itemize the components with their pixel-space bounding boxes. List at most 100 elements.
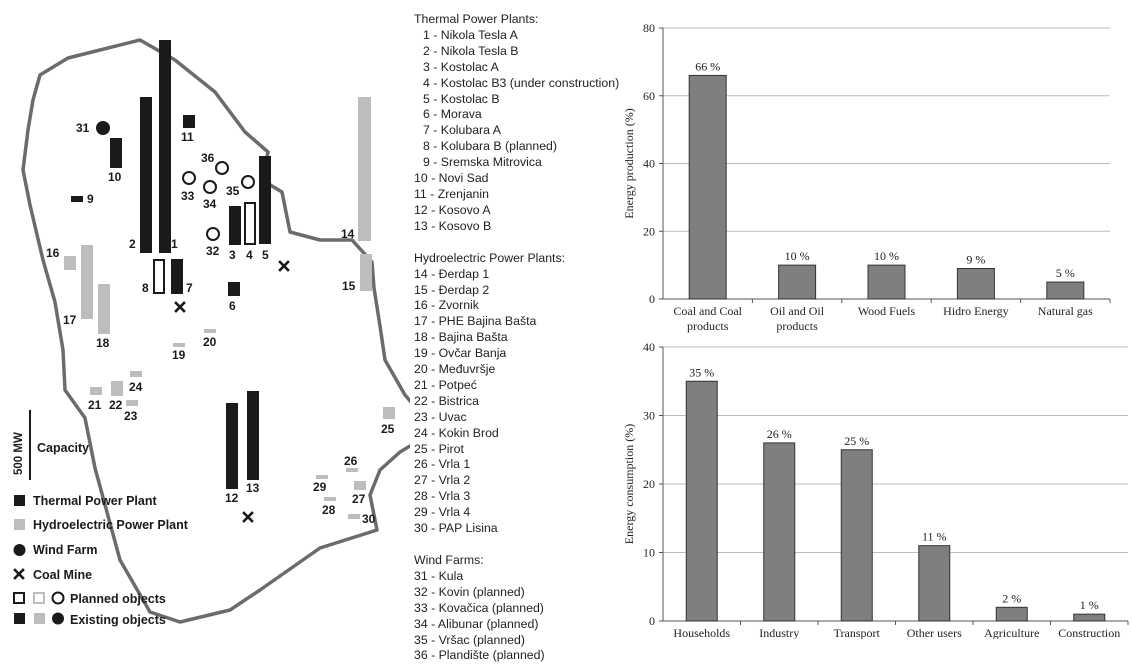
plant-label: 10 [108, 170, 122, 184]
legend-label: Existing objects [70, 613, 166, 627]
y-axis-label: Energy consumption (%) [622, 424, 636, 544]
plant-label: 30 [362, 512, 376, 526]
plant-label: 24 [129, 380, 143, 394]
plant-10-bar [110, 138, 122, 168]
bar [685, 380, 718, 622]
plant-list-item: 7 - Kolubara A [423, 123, 501, 138]
x-tick-label: Transport [834, 626, 881, 639]
plant-label: 13 [246, 481, 260, 495]
plant-23-bar [126, 400, 138, 406]
data-label: 9 % [966, 253, 985, 267]
plant-list-item: 24 - Kokin Brod [414, 425, 499, 440]
plant-label: 31 [76, 121, 90, 135]
legend-existing-hydro-swatch [34, 613, 45, 624]
plant-list-item: 20 - Međuvršje [414, 362, 496, 377]
plant-2-bar [140, 97, 152, 253]
plant-label: 17 [63, 313, 77, 327]
y-axis-label: Energy production (%) [622, 108, 636, 218]
y-tick-label: 20 [643, 477, 655, 491]
plant-list-item: 23 - Uvac [414, 409, 467, 424]
plant-label: 28 [322, 503, 336, 517]
plant-group-title: Thermal Power Plants: [414, 12, 539, 26]
plant-list-item: 21 - Potpeć [414, 377, 477, 392]
x-tick-label: Wood Fuels [858, 304, 916, 318]
plant-label: 20 [203, 335, 217, 349]
plant-label: 18 [96, 336, 110, 350]
y-tick-label: 60 [643, 89, 655, 103]
plant-label: 2 [129, 237, 136, 251]
plant-5-bar [259, 156, 271, 244]
data-label: 11 % [922, 530, 947, 544]
plant-list-item: 30 - PAP Lisina [414, 521, 498, 536]
plant-26-bar [346, 468, 358, 472]
plant-list-item: 32 - Kovin (planned) [414, 584, 525, 599]
plant-list-item: 2 - Nikola Tesla B [423, 43, 519, 58]
plant-list-item: 26 - Vrla 1 [414, 457, 471, 472]
plant-25-bar [383, 407, 395, 419]
legend-coal-mine-icon [13, 568, 25, 580]
y-tick-label: 40 [643, 340, 655, 354]
wind-farm-31-marker [96, 121, 110, 135]
plant-8-bar [153, 259, 165, 294]
country-border [21, 38, 410, 624]
plant-list-item: 33 - Kovačica (planned) [414, 600, 544, 615]
coal-mine-icon [242, 511, 254, 523]
wind-farm-35-marker [241, 175, 255, 189]
plant-list-item: 29 - Vrla 4 [414, 505, 471, 520]
capacity-label: Capacity [37, 441, 89, 455]
capacity-scale-value: 500 MW [13, 432, 25, 475]
wind-farm-33-marker [182, 171, 196, 185]
plant-22-bar [111, 381, 123, 396]
plant-9-bar [71, 196, 83, 202]
y-tick-label: 20 [643, 224, 655, 238]
plant-label: 29 [313, 480, 327, 494]
legend-thermal-swatch [14, 495, 25, 506]
data-label: 10 % [874, 249, 899, 263]
plant-list-item: 15 - Đerdap 2 [414, 282, 490, 297]
plant-list-item: 4 - Kostolac B3 (under construction) [423, 75, 620, 90]
plant-list-item: 19 - Ovčar Banja [414, 346, 507, 361]
plant-12-bar [226, 403, 238, 489]
plant-list-item: 8 - Kolubara B (planned) [423, 139, 557, 154]
x-tick-label: Industry [759, 626, 799, 639]
plant-label: 36 [201, 151, 215, 165]
y-tick-label: 40 [643, 157, 655, 171]
plant-label: 14 [341, 227, 355, 241]
plant-list-item: 31 - Kula [414, 568, 464, 583]
plant-label: 11 [181, 130, 194, 144]
plant-11-bar [183, 115, 195, 128]
data-label: 26 % [767, 427, 792, 441]
plant-label: 16 [46, 246, 60, 260]
plant-list-item: 3 - Kostolac A [423, 59, 499, 74]
bar [1073, 613, 1106, 622]
data-label: 35 % [689, 365, 714, 379]
plant-label: 25 [381, 422, 395, 436]
x-tick-label: Agriculture [984, 626, 1039, 639]
plant-7-bar [171, 259, 183, 294]
plant-list-item: 28 - Vrla 3 [414, 489, 471, 504]
data-label: 5 % [1056, 266, 1075, 280]
plant-label: 35 [226, 184, 240, 198]
plant-14-bar [358, 97, 371, 241]
plant-label: 32 [206, 244, 220, 258]
data-label: 25 % [844, 434, 869, 448]
plant-label: 23 [124, 409, 138, 423]
plant-list-item: 6 - Morava [423, 107, 482, 122]
plant-label: 7 [186, 281, 193, 295]
plant-20-bar [204, 329, 216, 333]
x-tick-label: Coal and Coal products [673, 304, 742, 333]
x-tick-label: Households [673, 626, 730, 639]
bar [763, 442, 796, 622]
legend-hydro-swatch [14, 519, 25, 530]
plant-label: 1 [171, 237, 178, 251]
bar [778, 264, 817, 300]
plant-list-item: 12 - Kosovo A [414, 202, 491, 217]
legend-label: Coal Mine [33, 568, 92, 582]
bar [956, 268, 995, 300]
plant-15-bar [360, 254, 372, 291]
x-tick-label: Oil and Oil products [770, 304, 825, 333]
plant-label: 4 [246, 248, 253, 262]
coal-mine-icon [278, 260, 290, 272]
x-tick-label: Other users [907, 626, 962, 639]
legend-planned-hydro-swatch [33, 592, 45, 604]
